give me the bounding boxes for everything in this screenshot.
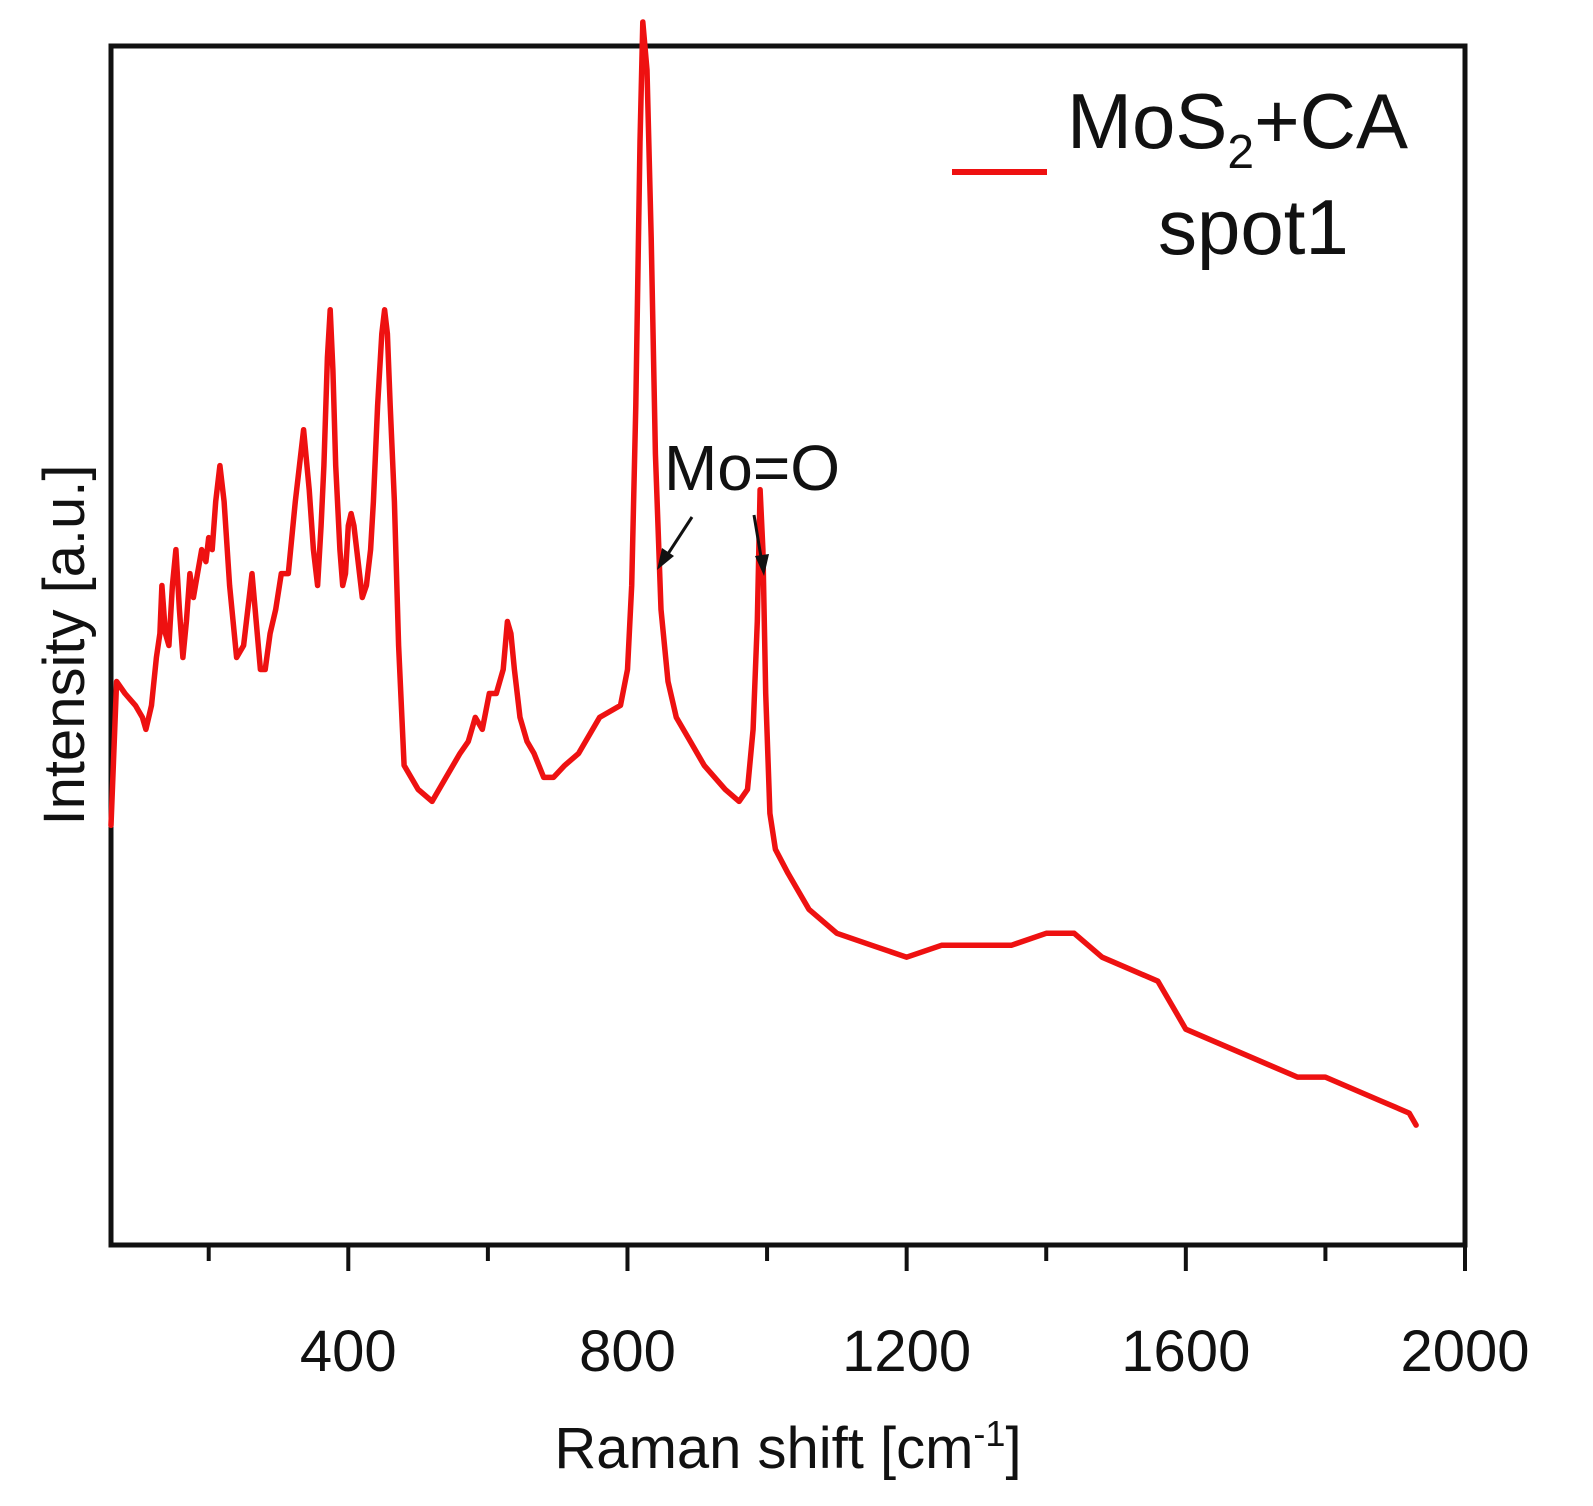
annotation-arrow-right [752, 514, 764, 564]
x-tick-label: 800 [579, 1319, 676, 1384]
mo-o-annotation: Mo=O [657, 432, 840, 576]
x-tick-label: 1600 [1121, 1319, 1250, 1384]
x-tick-label: 2000 [1400, 1319, 1529, 1384]
x-axis-tick-labels: 400 800 1200 1600 2000 [300, 1319, 1530, 1384]
x-axis-ticks [206, 1245, 1467, 1271]
annotation-label: Mo=O [664, 432, 840, 504]
x-axis-title: Raman shift [cm-1] [554, 1413, 1021, 1481]
x-tick-label: 400 [300, 1319, 397, 1384]
legend-label-line1: MoS2+CA [1067, 77, 1408, 179]
annotation-arrowhead-right [755, 554, 769, 576]
plot-frame [108, 43, 1468, 1248]
legend: MoS2+CA spot1 [952, 77, 1408, 271]
y-axis-title: Intensity [a.u.] [32, 464, 97, 825]
x-tick-label: 1200 [842, 1319, 971, 1384]
legend-label-line2: spot1 [1158, 183, 1349, 271]
spectrum-line [108, 19, 1419, 1128]
annotation-arrowhead-left [657, 548, 674, 570]
